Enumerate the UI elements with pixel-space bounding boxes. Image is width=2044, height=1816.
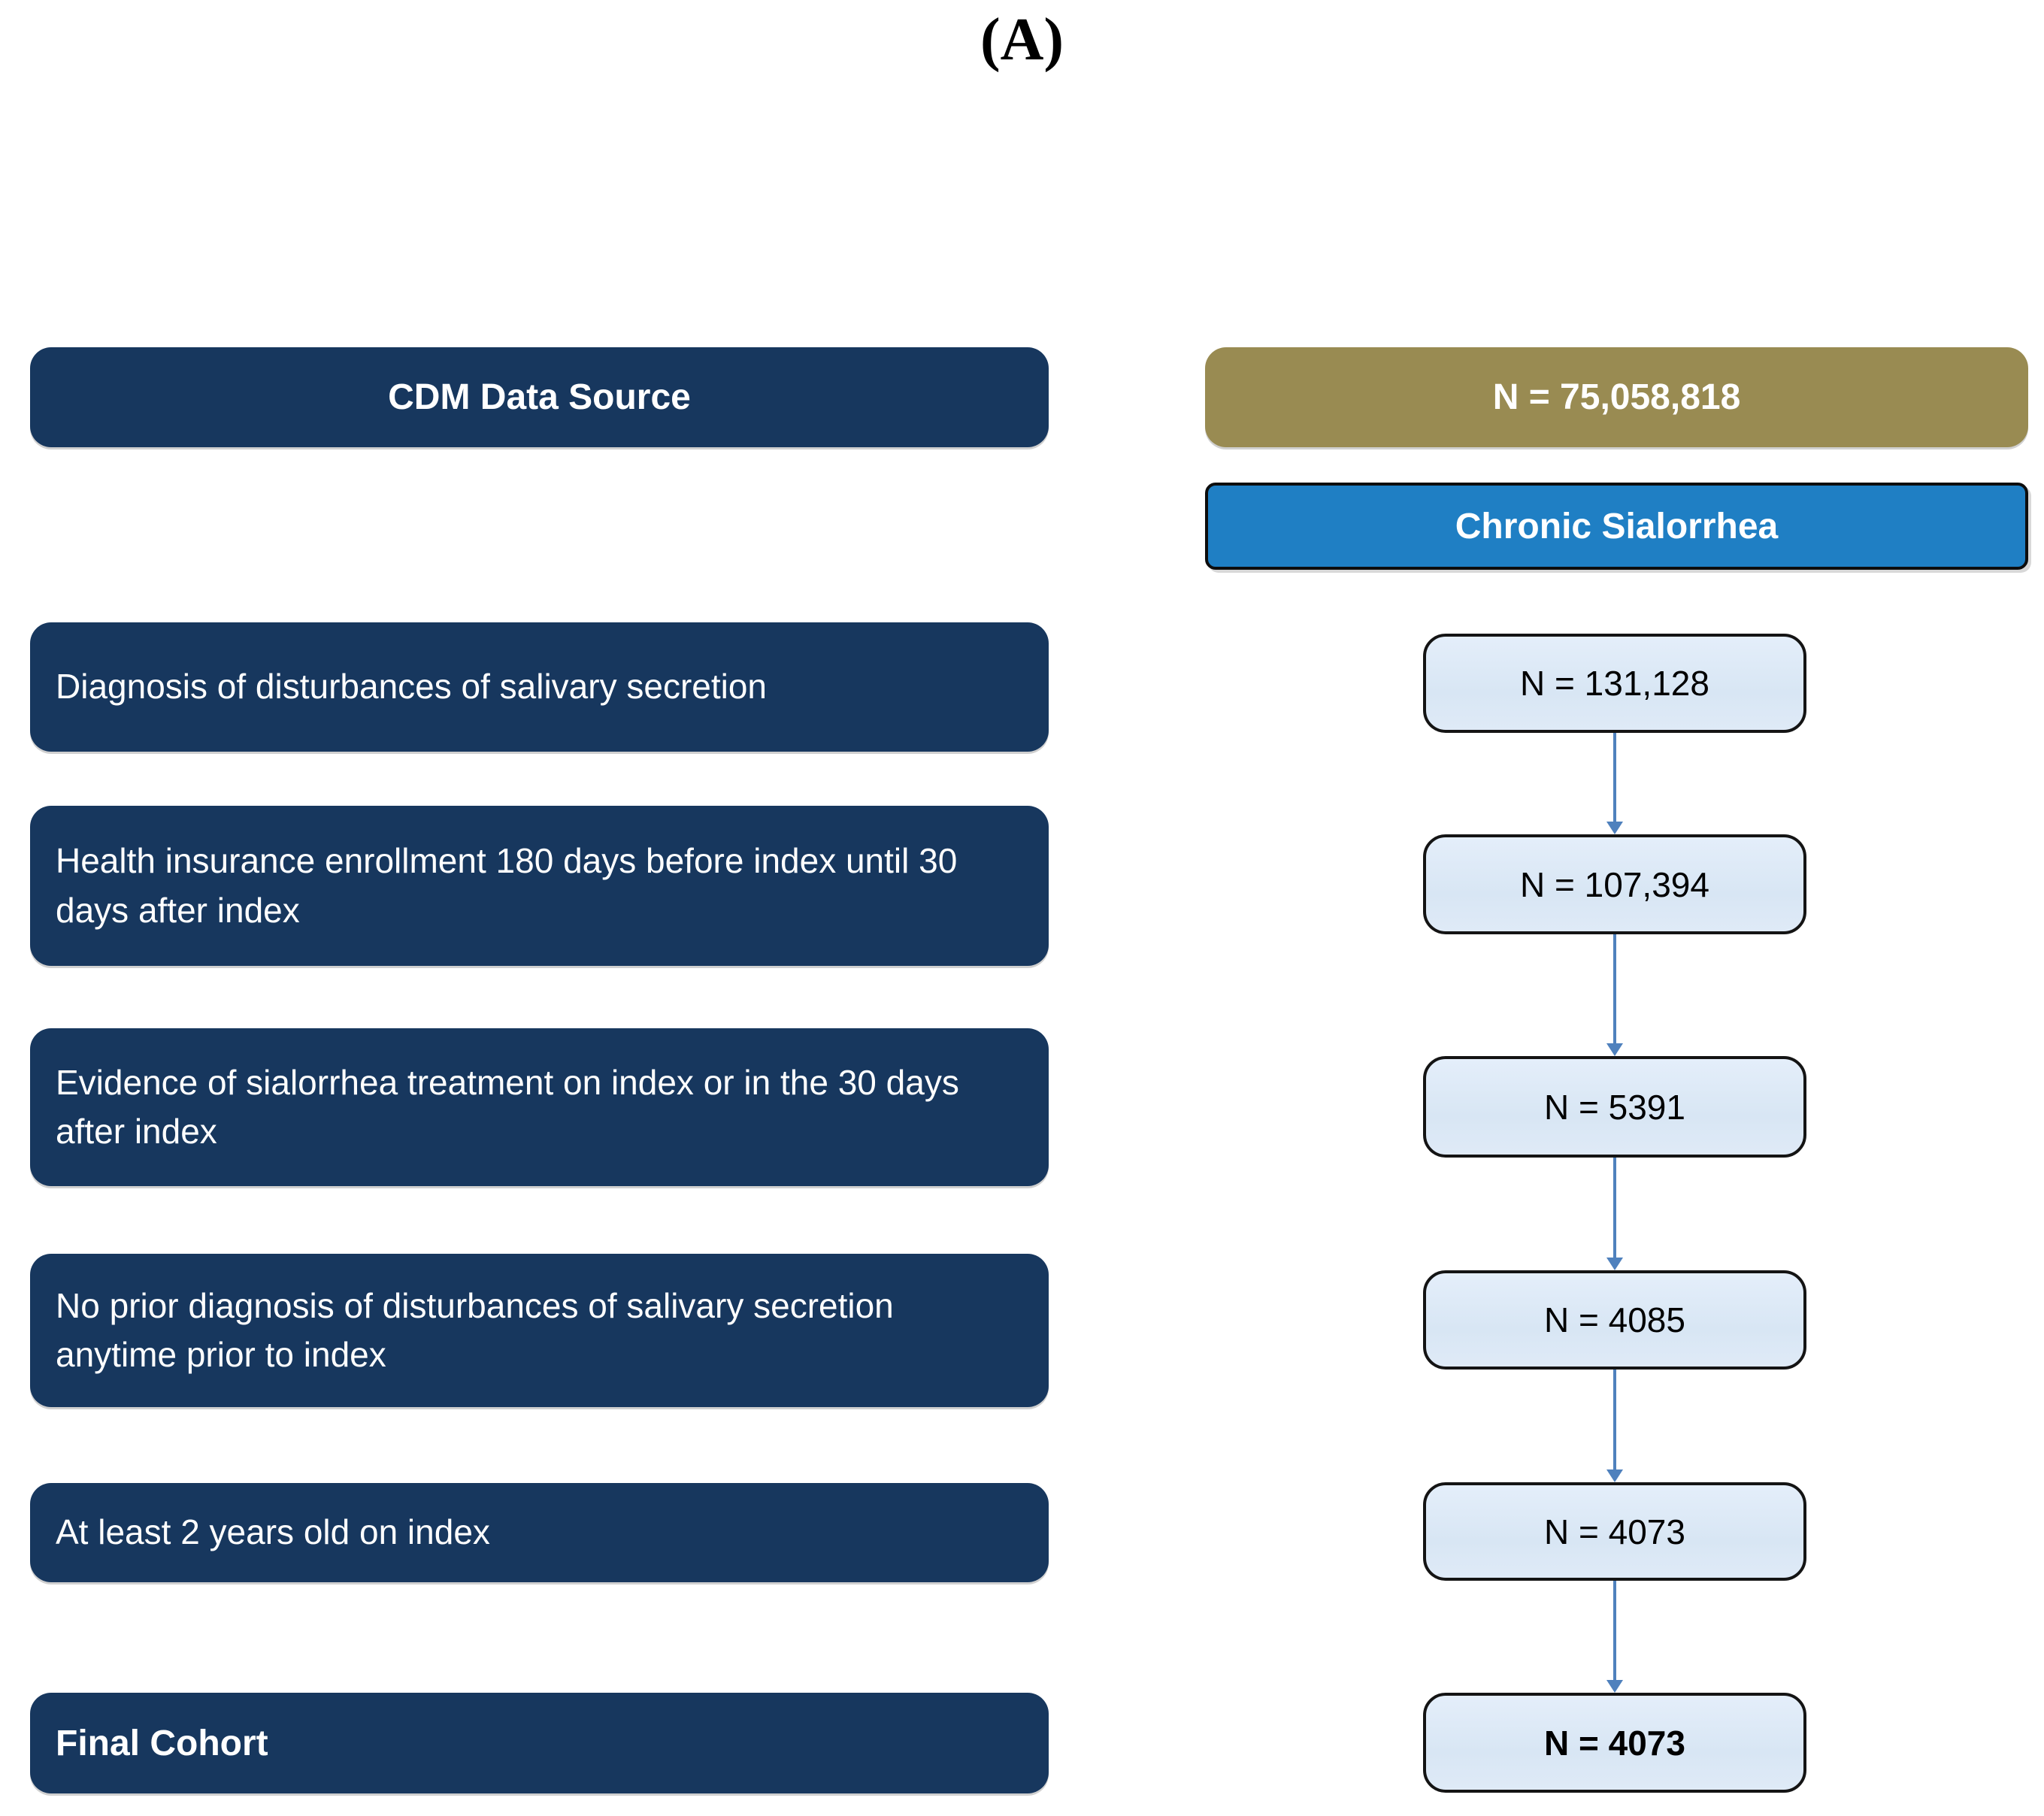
arrow-head-icon [1606,1469,1623,1482]
arrow-line [1613,1370,1616,1469]
flow-arrow-4 [1603,1370,1626,1482]
flow-arrow-5 [1603,1581,1626,1693]
final-cohort-label-box: Final Cohort [30,1693,1049,1793]
count-box-4: N = 4085 [1423,1270,1806,1370]
data-source-header-box: CDM Data Source [30,347,1049,447]
arrow-head-icon [1606,1258,1623,1270]
criterion-box-2: Health insurance enrollment 180 days bef… [30,806,1049,966]
criterion-box-4: No prior diagnosis of disturbances of sa… [30,1254,1049,1407]
flow-arrow-2 [1603,934,1626,1056]
arrow-head-icon [1606,1043,1623,1056]
criterion-box-3: Evidence of sialorrhea treatment on inde… [30,1028,1049,1186]
arrow-line [1613,733,1616,822]
count-box-5: N = 4073 [1423,1482,1806,1581]
arrow-line [1613,1158,1616,1258]
figure-panel-label: (A) [980,7,1064,73]
final-cohort-count-box: N = 4073 [1423,1693,1806,1793]
criterion-box-1: Diagnosis of disturbances of salivary se… [30,622,1049,752]
arrow-line [1613,1581,1616,1680]
arrow-line [1613,934,1616,1043]
arrow-head-icon [1606,822,1623,834]
flow-arrow-1 [1603,733,1626,834]
cohort-title-box: Chronic Sialorrhea [1205,483,2028,570]
criterion-box-5: At least 2 years old on index [30,1483,1049,1582]
count-box-2: N = 107,394 [1423,834,1806,934]
arrow-head-icon [1606,1680,1623,1693]
flow-arrow-3 [1603,1158,1626,1270]
count-box-1: N = 131,128 [1423,634,1806,733]
count-box-3: N = 5391 [1423,1056,1806,1158]
total-population-box: N = 75,058,818 [1205,347,2028,447]
